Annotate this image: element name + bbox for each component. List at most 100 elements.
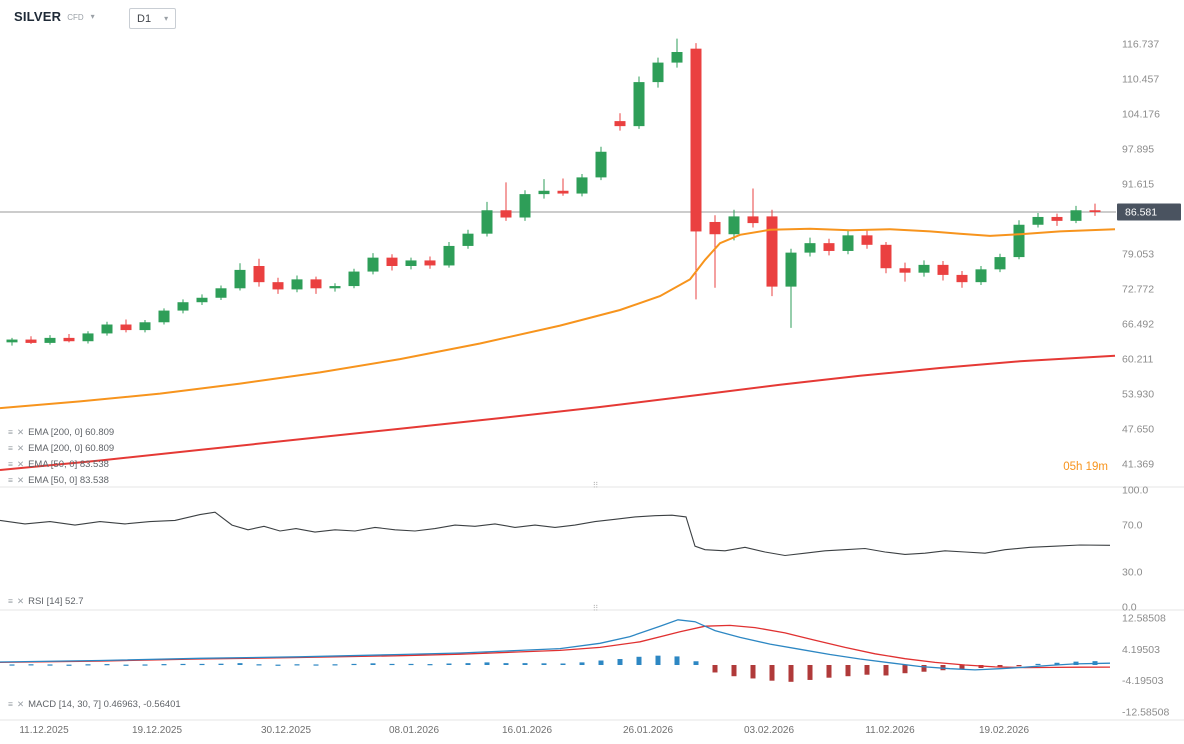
date-axis-tick: 19.02.2026: [979, 725, 1029, 736]
macd-histogram-bar: [85, 664, 91, 666]
candle-body: [804, 243, 816, 253]
macd-histogram-bar: [522, 663, 528, 665]
pane-resize-handle[interactable]: ⠿: [592, 481, 599, 490]
indicator-close-icon[interactable]: ✕: [16, 699, 25, 710]
candle-body: [272, 282, 284, 290]
macd-histogram-bar: [484, 662, 490, 665]
candle-body: [1089, 210, 1101, 213]
candle-body: [823, 243, 835, 251]
rsi-axis-tick: 30.0: [1122, 566, 1143, 578]
price-axis-tick: 72.772: [1122, 284, 1154, 296]
indicator-close-icon[interactable]: ✕: [16, 596, 25, 607]
ema200-label-row: ≡ ✕ EMA [200, 0] 60.809: [8, 443, 114, 454]
macd-histogram-bar: [560, 663, 566, 665]
candle-body: [576, 177, 588, 194]
ema200-label: EMA [200, 0] 60.809: [28, 443, 115, 454]
macd-histogram-bar: [66, 664, 72, 666]
candle-body: [557, 190, 569, 194]
indicator-close-icon[interactable]: ✕: [16, 443, 25, 454]
candle-body: [424, 260, 436, 266]
candle-body: [937, 264, 949, 275]
macd-histogram-bar: [427, 664, 433, 666]
macd-histogram-bar: [123, 664, 129, 666]
candle-body: [899, 268, 911, 273]
candle-body: [215, 288, 227, 298]
candle-body: [234, 269, 246, 289]
candle-body: [595, 151, 607, 178]
macd-histogram-bar: [180, 663, 186, 666]
macd-histogram-bar: [9, 664, 15, 666]
macd-histogram-bar: [1054, 662, 1060, 665]
macd-histogram-bar: [199, 663, 205, 666]
indicator-settings-icon[interactable]: ≡: [8, 459, 13, 470]
macd-histogram-bar: [1035, 663, 1041, 666]
candle-body: [1013, 224, 1025, 258]
macd-histogram-bar: [104, 664, 110, 666]
rsi-line: [0, 511, 1111, 557]
macd-histogram-bar: [142, 664, 148, 666]
candle-body: [253, 265, 265, 283]
candle-body: [405, 260, 417, 266]
macd-histogram-bar: [389, 663, 395, 666]
instrument-selector[interactable]: SILVER CFD ▾: [14, 9, 95, 24]
macd-histogram-bar: [750, 665, 756, 679]
ema200-line: [0, 354, 1116, 471]
indicator-settings-icon[interactable]: ≡: [8, 596, 13, 607]
candle-body: [519, 194, 531, 218]
indicator-settings-icon[interactable]: ≡: [8, 427, 13, 438]
current-price-badge: [1117, 203, 1181, 221]
candle-body: [861, 235, 873, 245]
ema50-label-row: ≡ ✕ EMA [50, 0] 83.538: [8, 459, 109, 470]
ema200-label: EMA [200, 0] 60.809: [28, 427, 115, 438]
macd-histogram-bar: [218, 663, 224, 665]
macd-histogram-bar: [693, 661, 699, 665]
macd-histogram-bar: [712, 665, 718, 673]
macd-histogram-bar: [902, 665, 908, 674]
macd-histogram-bar: [47, 664, 53, 666]
indicator-settings-icon[interactable]: ≡: [8, 443, 13, 454]
macd-histogram-bar: [275, 664, 281, 666]
ema200-label-row: ≡ ✕ EMA [200, 0] 60.809: [8, 427, 114, 438]
candle-body: [994, 257, 1006, 270]
macd-histogram-bar: [997, 665, 1003, 667]
indicator-settings-icon[interactable]: ≡: [8, 699, 13, 710]
ema50-line: [0, 227, 1116, 410]
macd-histogram-bar: [674, 656, 680, 665]
indicator-close-icon[interactable]: ✕: [16, 459, 25, 470]
timeframe-select[interactable]: D1 ▾: [129, 8, 177, 29]
candle-body: [329, 286, 341, 289]
macd-histogram-bar: [731, 665, 737, 677]
candle-body: [842, 235, 854, 251]
date-axis-tick: 11.12.2025: [19, 725, 69, 736]
date-axis-tick: 03.02.2026: [744, 725, 794, 736]
candle-body: [82, 333, 94, 342]
macd-histogram-bar: [864, 665, 870, 675]
indicator-settings-icon[interactable]: ≡: [8, 475, 13, 486]
date-axis-tick: 08.01.2026: [389, 725, 439, 736]
ema50-label: EMA [50, 0] 83.538: [28, 475, 109, 486]
timeframe-value: D1: [137, 12, 152, 25]
candle-body: [538, 190, 550, 195]
macd-histogram-bar: [503, 663, 509, 665]
date-axis-tick: 16.01.2026: [502, 725, 552, 736]
indicator-close-icon[interactable]: ✕: [16, 475, 25, 486]
candle-body: [101, 324, 113, 334]
pane-resize-handle[interactable]: ⠿: [592, 604, 599, 613]
macd-line: [0, 619, 1111, 671]
candle-body: [63, 337, 75, 342]
macd-histogram-bar: [769, 665, 775, 681]
macd-histogram-bar: [446, 663, 452, 665]
candle-body: [310, 279, 322, 289]
macd-histogram-bar: [313, 664, 319, 666]
candle-body: [880, 244, 892, 269]
candle-body: [25, 339, 37, 343]
indicator-close-icon[interactable]: ✕: [16, 427, 25, 438]
macd-histogram-bar: [579, 662, 585, 665]
candle-body: [614, 121, 626, 127]
candle-body: [120, 324, 132, 331]
candle-body: [348, 271, 360, 287]
rsi-axis-tick: 0.0: [1122, 602, 1137, 614]
candle-body: [1070, 210, 1082, 221]
candle-body: [481, 210, 493, 234]
